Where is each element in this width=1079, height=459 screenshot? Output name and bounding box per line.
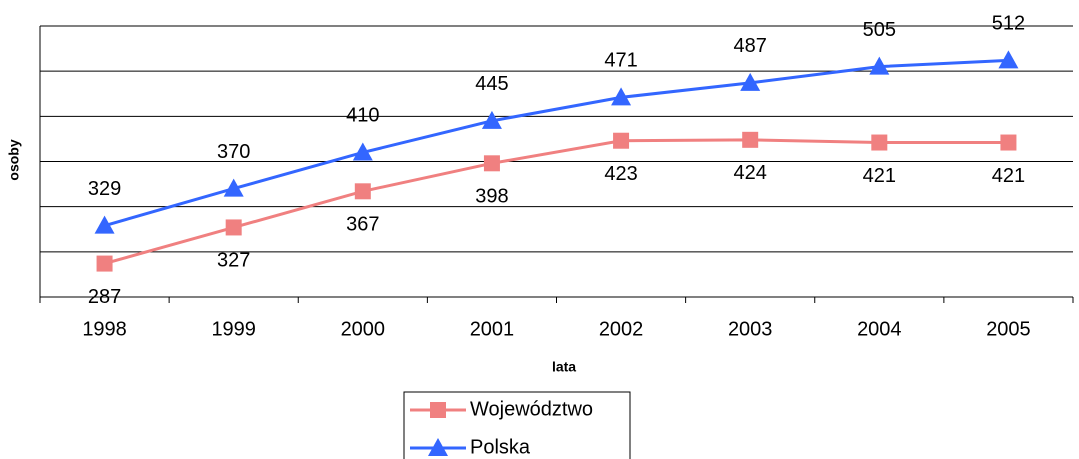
series-line (104, 138, 1009, 266)
series-line (104, 58, 1009, 228)
legend-marker (430, 402, 446, 418)
data-label: 471 (604, 50, 637, 72)
data-label: 445 (475, 73, 508, 95)
legend-label: Polska (470, 436, 531, 458)
x-tick-label: 1999 (211, 318, 256, 340)
x-tick-label: 2005 (986, 318, 1031, 340)
data-label: 410 (346, 105, 379, 127)
data-label: 287 (88, 286, 121, 308)
data-point (483, 155, 500, 172)
data-label: 421 (863, 165, 896, 187)
data-label: 423 (604, 163, 637, 185)
legend-marker (428, 438, 448, 456)
data-point (354, 183, 371, 200)
x-tick-label: 2000 (341, 318, 386, 340)
data-label: 505 (863, 19, 896, 41)
data-label: 329 (88, 178, 121, 200)
data-label: 512 (992, 13, 1025, 35)
data-point (481, 110, 502, 129)
data-point (740, 72, 761, 91)
data-point (869, 56, 890, 75)
data-point (96, 255, 113, 272)
data-point (742, 131, 759, 148)
data-point (613, 132, 630, 149)
x-tick-label: 1998 (82, 318, 127, 340)
data-label: 370 (217, 141, 250, 163)
data-label: 367 (346, 214, 379, 236)
data-point (871, 134, 888, 151)
data-label: 327 (217, 250, 250, 272)
data-label: 424 (734, 162, 767, 184)
data-point (611, 87, 632, 106)
x-tick-label: 2004 (857, 318, 902, 340)
data-point (1000, 134, 1017, 151)
data-point (998, 50, 1019, 69)
x-tick-label: 2001 (470, 318, 515, 340)
y-axis-label: osoby (6, 139, 22, 180)
x-tick-label: 2002 (599, 318, 644, 340)
data-point (223, 178, 244, 197)
data-point (94, 215, 115, 234)
data-label: 398 (475, 186, 508, 208)
data-label: 487 (734, 35, 767, 57)
data-point (225, 219, 242, 236)
legend-label: Województwo (470, 398, 593, 420)
x-axis-label: lata (552, 359, 576, 375)
data-point (352, 142, 373, 161)
x-tick-label: 2003 (728, 318, 773, 340)
data-label: 421 (992, 165, 1025, 187)
